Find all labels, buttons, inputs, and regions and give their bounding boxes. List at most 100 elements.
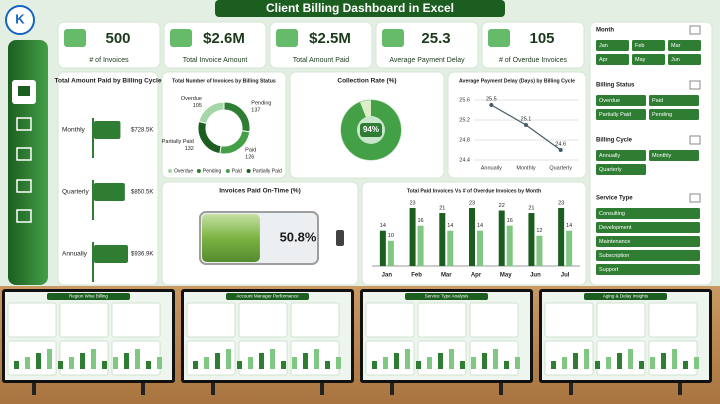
slicer-button[interactable]: [596, 164, 646, 175]
slicer-clear[interactable]: [689, 193, 701, 203]
bar: [439, 213, 446, 266]
slicer-title: Billing Status: [596, 83, 635, 89]
slicer-item[interactable]: Jun: [671, 57, 680, 63]
donut-slice: [197, 120, 222, 155]
thumb-bar: [237, 361, 242, 369]
kpi-value: 25.3: [421, 30, 450, 47]
slicer-clear[interactable]: [689, 25, 701, 35]
slicer-item[interactable]: Pending: [652, 112, 672, 118]
slicer-button[interactable]: [596, 208, 700, 219]
slicer-item[interactable]: Annually: [599, 153, 620, 159]
thumb-bar: [259, 353, 264, 369]
slicer-button[interactable]: [596, 236, 700, 247]
thumb-bar: [157, 357, 162, 369]
data-label: 12: [536, 228, 542, 234]
thumb-bar: [193, 361, 198, 369]
slicer-button[interactable]: [596, 264, 700, 275]
monitor-stand: [320, 383, 324, 395]
slicer-button[interactable]: [596, 250, 700, 261]
kpi-icon: [276, 29, 298, 47]
thumb-bar: [69, 357, 74, 369]
slicer-item[interactable]: Feb: [635, 43, 644, 49]
slicer-item[interactable]: Jan: [599, 43, 608, 49]
thumb-panel: [544, 302, 594, 338]
kpi-icon: [488, 29, 510, 47]
slicer-item[interactable]: Apr: [599, 57, 608, 63]
bar: [528, 213, 535, 266]
slicer-button[interactable]: [596, 54, 629, 65]
data-label: $936.9K: [131, 252, 153, 258]
line-point: [558, 148, 563, 152]
slicer-item[interactable]: May: [635, 57, 646, 63]
slicer-button[interactable]: [632, 54, 665, 65]
nav-icon[interactable]: [16, 209, 32, 223]
bar: [477, 230, 483, 266]
x-tick-label: Quarterly: [549, 165, 572, 171]
x-tick-label: Jan: [382, 273, 393, 279]
slicer-button[interactable]: [632, 40, 665, 51]
slicer-item[interactable]: Mar: [671, 43, 681, 49]
x-tick-label: Apr: [471, 273, 482, 279]
sidebar: [8, 40, 48, 285]
slicer-button[interactable]: [668, 40, 701, 51]
nav-icon[interactable]: [16, 117, 32, 131]
data-label: 25.5: [486, 96, 497, 102]
slice-value: 132: [185, 146, 194, 152]
thumb-bar: [416, 361, 421, 369]
thumb-bar: [405, 349, 410, 369]
x-tick-label: Annually: [481, 165, 502, 171]
x-tick-label: Mar: [441, 273, 452, 279]
legend-label: Paid: [232, 168, 242, 174]
slicer-button[interactable]: [649, 95, 699, 106]
slicer-clear[interactable]: [689, 80, 701, 90]
slicer-button[interactable]: [596, 95, 646, 106]
data-label: $728.5K: [131, 128, 153, 134]
slicer-clear[interactable]: [689, 135, 701, 145]
slicer-button[interactable]: [596, 109, 646, 120]
slicer-item[interactable]: Consulting: [599, 211, 625, 217]
data-label: 14: [447, 223, 453, 229]
monitor-stand: [211, 383, 215, 395]
slicer-item[interactable]: Monthly: [652, 153, 672, 159]
thumb-title: Aging & Delay Insights: [603, 294, 649, 299]
chart-title: Total Amount Paid by Billing Cycle: [55, 78, 162, 85]
slicer-button[interactable]: [596, 40, 629, 51]
thumb-bar: [303, 353, 308, 369]
thumb-bar: [226, 349, 231, 369]
nav-icon[interactable]: [16, 179, 32, 193]
thumb-title-bar: [405, 293, 488, 300]
thumb-bar: [683, 361, 688, 369]
thumb-bar: [113, 357, 118, 369]
bar: [94, 121, 121, 139]
slicer-item[interactable]: Subscription: [599, 253, 629, 259]
slicer-button[interactable]: [668, 54, 701, 65]
kpi-label: Total Amount Paid: [293, 57, 350, 64]
slicer-item[interactable]: Overdue: [599, 98, 620, 104]
bar-pole: [92, 118, 94, 158]
battery-terminal: [336, 230, 344, 246]
kpi-value: $2.6M: [203, 30, 245, 47]
data-label: 16: [507, 218, 513, 224]
thumb-bar: [25, 357, 30, 369]
slicer-item[interactable]: Development: [599, 225, 632, 231]
slicer-button[interactable]: [596, 150, 646, 161]
legend-label: Partially Paid: [253, 168, 282, 174]
slicer-button[interactable]: [649, 150, 699, 161]
legend-swatch: [225, 169, 230, 173]
data-label: 14: [566, 223, 572, 229]
legend-swatch: [168, 169, 172, 173]
monitor-stand: [32, 383, 36, 395]
nav-icon[interactable]: [16, 147, 32, 161]
slicer-button[interactable]: [596, 222, 700, 233]
kpi-label: Total Invoice Amount: [183, 57, 248, 64]
slicer-item[interactable]: Support: [599, 267, 619, 273]
thumb-bar: [460, 361, 465, 369]
slicer-item[interactable]: Partially Paid: [599, 112, 631, 118]
slicer-item[interactable]: Quarterly: [599, 167, 622, 173]
thumb-bar: [58, 361, 63, 369]
slicer-item[interactable]: Maintenance: [599, 239, 631, 245]
slicer-button[interactable]: [649, 109, 699, 120]
data-label: 14: [380, 223, 386, 229]
slicer-item[interactable]: Paid: [652, 98, 663, 104]
thumb-panel: [365, 340, 415, 376]
